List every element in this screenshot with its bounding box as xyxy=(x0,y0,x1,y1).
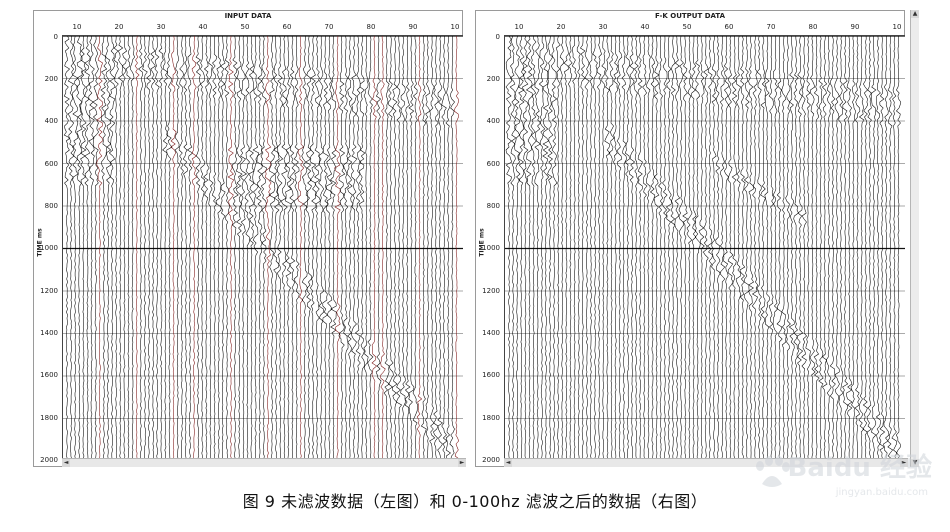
y-tick: 800 xyxy=(486,202,500,210)
baidu-watermark: Baidu 经验 jingyan.baidu.com xyxy=(752,453,932,502)
x-axis-ticks: 10 20 30 40 50 60 70 80 90 10 xyxy=(62,23,462,35)
y-tick: 1800 xyxy=(40,414,58,422)
x-tick: 50 xyxy=(240,23,250,31)
figure-caption: 图 9 未滤波数据（左图）和 0-100hz 滤波之后的数据（右图） xyxy=(242,492,708,511)
x-tick: 40 xyxy=(198,23,208,31)
vertical-scrollbar[interactable]: ▲ ▼ xyxy=(910,10,919,467)
y-tick: 1800 xyxy=(482,414,500,422)
paw-logo-icon xyxy=(756,456,790,487)
x-tick: 10 xyxy=(450,23,460,31)
y-tick: 1200 xyxy=(482,287,500,295)
y-tick: 1600 xyxy=(40,371,58,379)
x-tick: 70 xyxy=(766,23,776,31)
x-tick: 90 xyxy=(408,23,418,31)
x-tick: 20 xyxy=(114,23,124,31)
y-tick: 1400 xyxy=(482,329,500,337)
y-tick: 400 xyxy=(486,117,500,125)
scroll-left-arrow[interactable]: ◄ xyxy=(62,459,70,467)
watermark-brand: Baidu 经验 xyxy=(787,453,932,483)
y-tick: 0 xyxy=(495,33,500,41)
x-tick: 50 xyxy=(682,23,692,31)
x-tick: 30 xyxy=(156,23,166,31)
scroll-right-arrow[interactable]: ► xyxy=(900,459,908,467)
seismic-panel-fk-output: F-K OUTPUT DATA 10 20 30 40 50 60 70 80 … xyxy=(475,10,908,467)
y-tick: 1000 xyxy=(482,244,500,252)
horizontal-scrollbar[interactable]: ◄ ► xyxy=(62,458,466,467)
x-tick: 60 xyxy=(282,23,292,31)
y-tick: 1600 xyxy=(482,371,500,379)
x-axis-ticks: 10 20 30 40 50 60 70 80 90 10 xyxy=(504,23,904,35)
seismic-plot-area[interactable] xyxy=(504,35,905,464)
y-tick: 800 xyxy=(44,202,58,210)
x-tick: 80 xyxy=(366,23,376,31)
y-tick: 600 xyxy=(44,160,58,168)
scroll-right-arrow[interactable]: ► xyxy=(458,459,466,467)
y-tick: 2000 xyxy=(40,456,58,464)
y-tick: 0 xyxy=(53,33,58,41)
x-tick: 90 xyxy=(850,23,860,31)
scroll-down-arrow[interactable]: ▼ xyxy=(911,459,919,467)
x-tick: 40 xyxy=(640,23,650,31)
y-tick: 1400 xyxy=(40,329,58,337)
x-tick: 60 xyxy=(724,23,734,31)
y-tick: 2000 xyxy=(482,456,500,464)
y-axis-ticks: 0 200 400 600 800 1000 1200 1400 1600 18… xyxy=(34,33,62,464)
panel-title: F-K OUTPUT DATA xyxy=(654,12,726,20)
panel-title: INPUT DATA xyxy=(224,12,272,20)
scroll-left-arrow[interactable]: ◄ xyxy=(504,459,512,467)
x-tick: 20 xyxy=(556,23,566,31)
horizontal-scrollbar[interactable]: ◄ ► xyxy=(504,458,908,467)
scroll-up-arrow[interactable]: ▲ xyxy=(911,10,919,18)
y-tick: 1200 xyxy=(40,287,58,295)
x-tick: 30 xyxy=(598,23,608,31)
x-tick: 80 xyxy=(808,23,818,31)
y-tick: 1000 xyxy=(40,244,58,252)
x-tick: 10 xyxy=(514,23,524,31)
seismic-panel-input: INPUT DATA 10 20 30 40 50 60 70 80 90 10… xyxy=(33,10,466,467)
y-tick: 400 xyxy=(44,117,58,125)
seismic-plot-area[interactable] xyxy=(62,35,463,464)
watermark-url: jingyan.baidu.com xyxy=(835,487,928,498)
x-tick: 10 xyxy=(72,23,82,31)
y-axis-ticks: 0 200 400 600 800 1000 1200 1400 1600 18… xyxy=(476,33,504,464)
seismic-traces xyxy=(505,36,905,463)
y-tick: 200 xyxy=(44,75,58,83)
seismic-traces xyxy=(63,36,463,463)
y-tick: 200 xyxy=(486,75,500,83)
x-tick: 70 xyxy=(324,23,334,31)
y-tick: 600 xyxy=(486,160,500,168)
x-tick: 10 xyxy=(892,23,902,31)
y-axis-label: TIME ms xyxy=(36,228,44,257)
y-axis-label: TIME ms xyxy=(478,228,486,257)
